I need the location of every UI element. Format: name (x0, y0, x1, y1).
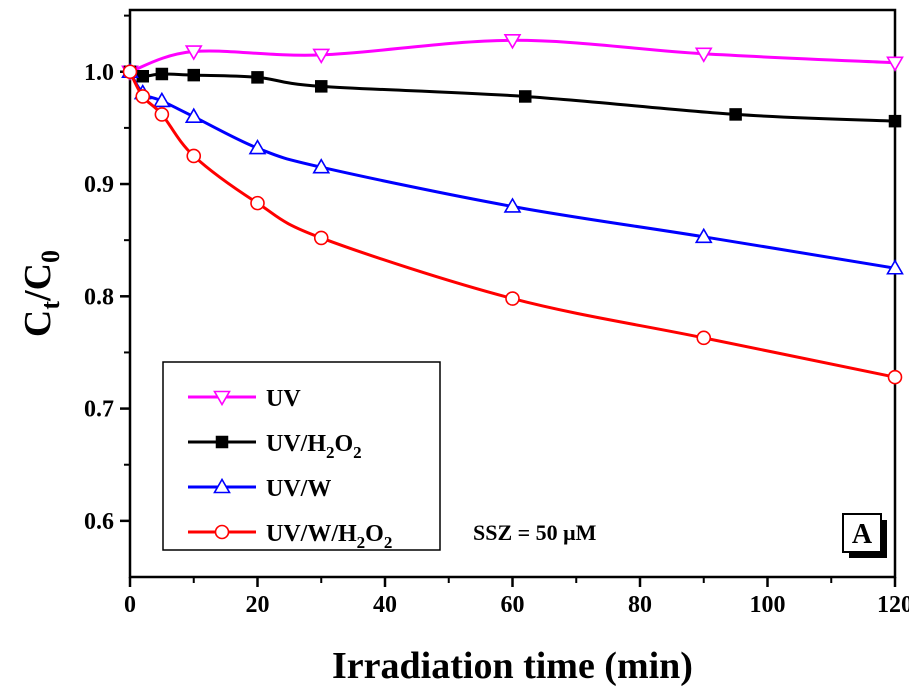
legend-swatch-marker (215, 435, 229, 449)
y-axis-label-c0: /C (17, 263, 59, 302)
x-axis-label: Irradiation time (min) (332, 645, 693, 687)
series-layer (121, 34, 904, 385)
data-point-uv-w-5 (152, 91, 171, 108)
legend-label-uv-w: UV/W (266, 476, 331, 502)
y-tick-label-0.8: 0.8 (84, 284, 114, 310)
legend-item-uv-h2o2: UV/H2O2 (188, 431, 362, 462)
data-point-uv-10 (184, 45, 203, 61)
legend-label-uv: UV (266, 386, 301, 412)
data-point-uv-h2o2-120 (888, 114, 902, 128)
data-point-uv-w-20 (248, 139, 267, 155)
data-point-uv-w-60 (503, 197, 522, 213)
annotation-ssz: SSZ = 50 μM (473, 520, 597, 545)
data-point-uv-h2o2-5 (155, 67, 169, 81)
legend-label-part: UV/W/H (266, 521, 357, 547)
legend-item-uv-w-h2o2: UV/W/H2O2 (188, 521, 392, 552)
series-line-uv-h2o2 (129, 70, 896, 123)
legend-item-uv-w: UV/W (188, 476, 331, 502)
y-axis-label-sub-0: 0 (36, 250, 65, 263)
y-tick-label-0.6: 0.6 (84, 509, 114, 535)
data-point-uv-w-h2o2-30 (313, 230, 329, 246)
y-axis-label-c: C (17, 310, 59, 337)
x-tick-label-0: 0 (124, 592, 136, 618)
series-uv-h2o2 (123, 65, 902, 128)
panel-label-frame (842, 513, 882, 553)
data-point-uv-w-h2o2-90 (696, 330, 712, 346)
legend-label-part: UV/H (266, 431, 326, 457)
legend-label-part: UV/W (266, 476, 331, 502)
x-tick-label-40: 40 (373, 592, 397, 618)
legend-label-part: O (365, 521, 384, 547)
data-point-uv-w-10 (184, 107, 203, 123)
y-axis-label: Ct/C0 (17, 250, 65, 337)
data-point-uv-h2o2-10 (187, 68, 200, 82)
data-point-uv-h2o2-20 (251, 71, 264, 84)
data-point-uv-w-120 (886, 259, 904, 275)
data-point-uv-90 (694, 47, 713, 63)
panel-label: A (852, 519, 873, 550)
data-point-uv-w-h2o2-20 (250, 195, 265, 211)
data-point-uv-30 (312, 48, 331, 65)
legend-swatch-marker (214, 524, 230, 540)
legend-label-part: 2 (353, 443, 362, 462)
x-tick-label-100: 100 (750, 592, 786, 618)
y-tick-label-0.9: 0.9 (84, 172, 114, 198)
legend-label-part: O (335, 431, 354, 457)
legend-label-part: UV (266, 386, 301, 412)
legend-box (162, 361, 441, 551)
data-point-uv-h2o2-62 (519, 90, 532, 103)
legend-swatch-marker (213, 477, 231, 494)
y-axis-label-sub-t: t (36, 301, 65, 310)
data-point-uv-w-h2o2-60 (505, 291, 520, 306)
data-point-uv-60 (503, 34, 522, 50)
series-uv-w-h2o2 (122, 64, 903, 385)
series-uv (121, 34, 904, 81)
x-tick-label-20: 20 (246, 592, 270, 618)
data-point-uv-h2o2-2 (136, 69, 149, 83)
data-point-uv-h2o2-95 (729, 108, 742, 121)
x-tick-label-120: 120 (877, 592, 909, 618)
axes: 0 20 40 60 80 100 120 0.6 0.7 0.8 0.9 1.0 (84, 8, 909, 618)
legend-label-part: 2 (326, 443, 335, 462)
data-point-uv-w-h2o2-10 (186, 148, 202, 164)
data-point-uv-w-30 (312, 158, 331, 174)
data-point-uv-w-90 (694, 227, 713, 244)
legend-label-uv-h2o2: UV/H2O2 (266, 431, 362, 462)
legend-label-part: 2 (384, 533, 393, 552)
x-tick-label-60: 60 (501, 592, 525, 618)
legend-label-part: 2 (357, 533, 366, 552)
data-point-uv-w-h2o2-2 (135, 89, 151, 104)
legend-swatch-marker (213, 390, 231, 407)
data-point-uv-w-h2o2-120 (887, 369, 903, 385)
y-tick-label-0.7: 0.7 (84, 397, 114, 423)
data-point-uv-120 (886, 56, 904, 72)
y-tick-label-1: 1.0 (84, 60, 114, 86)
data-point-uv-w-h2o2-5 (154, 107, 170, 122)
legend-item-uv: UV (188, 386, 301, 412)
series-line-uv-w (128, 70, 896, 270)
data-point-uv-w-h2o2-0 (122, 64, 138, 80)
panel-label-box: A (842, 513, 887, 558)
x-tick-label-80: 80 (628, 592, 652, 618)
legend-label-uv-w-h2o2: UV/W/H2O2 (266, 521, 392, 552)
data-point-uv-h2o2-30 (315, 80, 328, 93)
